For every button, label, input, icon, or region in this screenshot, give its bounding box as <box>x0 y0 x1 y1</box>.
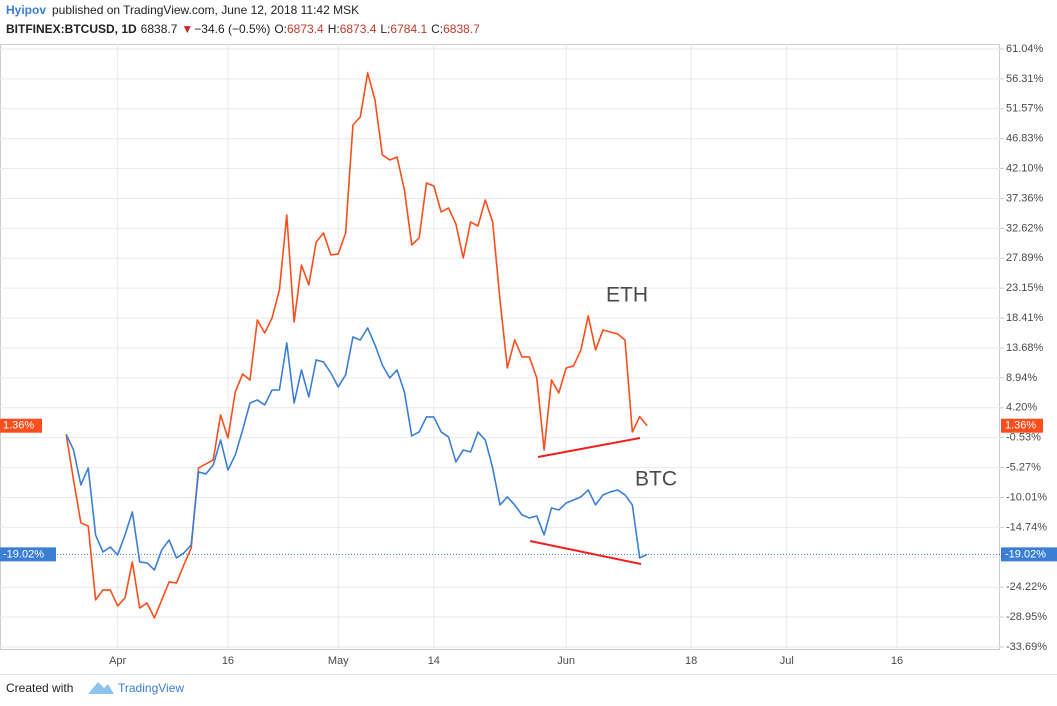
header-item: −34.6 (−0.5%) <box>194 22 270 36</box>
value-badge-label: 1.36% <box>1005 420 1036 432</box>
header-item: C: <box>431 22 443 36</box>
logo <box>88 682 114 694</box>
y-tick-label: 42.10% <box>1006 162 1044 174</box>
y-tick-label: -10.01% <box>1006 491 1047 503</box>
y-tick-label: -5.27% <box>1006 461 1041 473</box>
header-item: 6838.7 <box>141 22 178 36</box>
series-line <box>65 72 648 619</box>
plot: 61.04% 56.31% 51.57% 46.83% 42.10% 37.36% 32.6… <box>0 43 1057 667</box>
y-tick-label: 27.89% <box>1006 252 1044 264</box>
value-badge-label: -19.02% <box>3 548 44 560</box>
value-badge <box>0 547 56 562</box>
header-item: L: <box>380 22 390 36</box>
x-tick-label: May <box>328 655 349 667</box>
annotation: BTC <box>635 468 677 491</box>
y-tick-label: -28.95% <box>1006 611 1047 623</box>
trend-line <box>529 540 642 565</box>
y-tick-label: 46.83% <box>1006 133 1044 145</box>
header-item: 6873.4 <box>340 22 377 36</box>
y-tick-label: 13.68% <box>1006 342 1044 354</box>
y-tick-label: -33.69% <box>1006 641 1047 653</box>
y-tick-label: 23.15% <box>1006 282 1044 294</box>
footer-text: Created with <box>6 681 73 695</box>
y-tick-label: 4.20% <box>1006 402 1037 414</box>
x-tick-label: Jun <box>557 655 575 667</box>
y-tick-label: 51.57% <box>1006 103 1044 115</box>
symbol-line: BITFINEX:BTCUSD, 1D 6838.7 ▼ −34.6 (−0.5%) O… <box>6 22 480 36</box>
y-tick-label: 56.31% <box>1006 73 1044 85</box>
x-tick-label: 16 <box>222 655 234 667</box>
header-item: 6873.4 <box>287 22 324 36</box>
y-tick-label: -24.22% <box>1006 581 1047 593</box>
value-badge-label: -19.02% <box>1005 548 1046 560</box>
y-tick-label: -14.74% <box>1006 521 1047 533</box>
y-tick-label: 61.04% <box>1006 43 1044 55</box>
brand[interactable]: TradingView <box>118 681 184 695</box>
y-tick-label: 37.36% <box>1006 192 1044 204</box>
trend-line <box>537 437 641 458</box>
header-item: O: <box>274 22 287 36</box>
y-tick-label: -0.53% <box>1006 432 1041 444</box>
x-tick-label: 14 <box>428 655 440 667</box>
author[interactable]: Hyipov <box>6 3 46 17</box>
y-tick-label: 18.41% <box>1006 312 1044 324</box>
x-tick-label: 18 <box>685 655 697 667</box>
header-item: ▼ <box>181 22 193 36</box>
header-item: BITFINEX:BTCUSD, 1D <box>6 22 137 36</box>
x-tick-label: Apr <box>109 655 126 667</box>
value-badge-label: 1.36% <box>3 420 34 432</box>
header-item: H: <box>328 22 340 36</box>
y-tick-label: 32.62% <box>1006 222 1044 234</box>
series-line <box>65 327 648 571</box>
x-tick-label: Jul <box>780 655 794 667</box>
y-tick-label: 8.94% <box>1006 372 1037 384</box>
annotation: ETH <box>606 284 648 307</box>
header-item: 6838.7 <box>443 22 480 36</box>
published: published on TradingView.com, June 12, 2… <box>52 3 359 17</box>
value-badge <box>0 418 42 433</box>
value-badge <box>1001 547 1057 562</box>
x-tick-label: 16 <box>891 655 903 667</box>
header-item: 6784.1 <box>390 22 427 36</box>
plot-frame <box>0 44 1000 650</box>
value-badge <box>1001 418 1043 433</box>
